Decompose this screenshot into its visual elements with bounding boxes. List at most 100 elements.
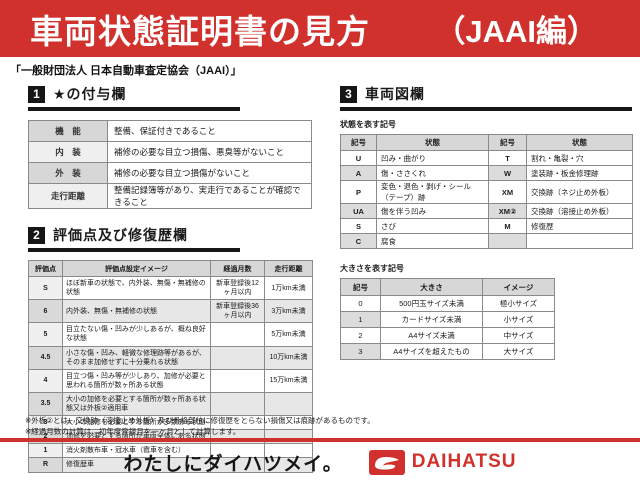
cell: 修復歴 <box>526 218 633 234</box>
cell: 1 <box>340 311 381 328</box>
table-header-row: 記号 大きさ イメージ <box>340 278 555 296</box>
column-header: 経過月数 <box>210 260 265 277</box>
cell: 傷を伴う凹み <box>376 203 489 219</box>
section2-title: 評価点及び修復歴欄 <box>53 227 188 243</box>
column-header: 評価点 <box>28 260 63 277</box>
table-row: 0 500円玉サイズ未満 極小サイズ <box>340 295 555 312</box>
column-header: 大きさ <box>380 278 483 296</box>
table-row: 機 能 整備、保証付きであること <box>28 120 312 142</box>
table-row: S ほぼ新車の状態で、内外装、無傷・無補修の状態 新車登録後12ヶ月以内 1万k… <box>28 275 313 301</box>
table-row: U 凹み・曲がり T 割れ・亀裂・穴 <box>340 150 633 166</box>
column-header: 状態 <box>526 134 633 151</box>
section3-header: 3 車両図欄 <box>340 84 632 111</box>
footnote: ※経過月数の計算は、初年度登録月を一ヶ月として計算します。 <box>25 426 241 436</box>
table-row: 3 大小の加修を必要とする箇所が多数ある状態 <box>28 415 313 431</box>
star-criteria-table: 機 能 整備、保証付きであること 内 装 補修の必要な目立つ損傷、悪臭等がないこ… <box>28 120 312 209</box>
table-row: UA 傷を伴う凹み XM② 交換跡（溶接止め外板） <box>340 203 633 219</box>
cell: 15万km未満 <box>264 368 313 393</box>
section2-header: 2 評価点及び修復歴欄 <box>28 225 240 252</box>
table-row: 4.5 小さな傷・凹み、軽微な修理跡等があるが、そのまま加修せずに十分乗れる状態… <box>28 345 313 370</box>
cell: 腐食 <box>376 233 489 249</box>
cell: A <box>340 165 377 181</box>
cell: W <box>488 165 527 181</box>
criteria-desc: 補修の必要な目立つ損傷、悪臭等がないこと <box>107 141 312 163</box>
section1-header: 1 ★の付与欄 <box>28 84 240 111</box>
section1-number-badge: 1 <box>28 85 45 103</box>
table-row: 5 目立たない傷・凹みが少しあるが、概ね良好な状態 5万km未満 <box>28 322 313 347</box>
brand-name: DAIHATSU <box>411 451 517 472</box>
table-row: A 傷・ささくれ W 塗装跡・板金修理跡 <box>340 165 633 181</box>
cell <box>526 233 633 249</box>
cell: UA <box>340 203 377 219</box>
cell: 5 <box>28 322 63 347</box>
column-header: 評価点設定イメージ <box>62 260 211 277</box>
cell: カードサイズ未満 <box>380 311 483 328</box>
footnote: ※外板②とは、交換跡（溶接止め外板）及び骨格部位に修復歴をとらない損傷又は痕跡が… <box>25 416 375 425</box>
cell: 500円玉サイズ未満 <box>380 295 483 312</box>
cell: 3 <box>340 343 381 360</box>
section1-title: ★の付与欄 <box>53 86 127 102</box>
cell: 中サイズ <box>482 327 555 344</box>
cell: 割れ・亀裂・穴 <box>526 150 633 166</box>
table-row: 4 目立つ傷・凹み等が少しあり、加修が必要と思われる箇所が数ヶ所ある状態 15万… <box>28 368 313 393</box>
cell: 新車登録後12ヶ月以内 <box>210 275 265 301</box>
table-row: S さび M 修復歴 <box>340 218 633 234</box>
cell: 大小の加修を必要とする箇所が数ヶ所ある状態又は外板②適用車 <box>62 391 211 417</box>
right-column: 3 車両図欄 状態を表す記号 記号 状態 記号 状態 U 凹み・曲がり T 割れ… <box>340 84 633 360</box>
cell: 6 <box>28 299 63 324</box>
cell: 3 <box>28 415 63 431</box>
section3-title: 車両図欄 <box>365 86 425 102</box>
cell: C <box>340 233 377 249</box>
cell <box>210 368 265 393</box>
cell: 目立たない傷・凹みが少しあるが、概ね良好な状態 <box>62 322 211 347</box>
cell <box>210 457 265 473</box>
cell: 5万km未満 <box>264 322 313 347</box>
cell: 小サイズ <box>482 311 555 328</box>
cell: 修復歴車 <box>62 457 211 473</box>
cell: 4 <box>28 368 63 393</box>
column-header: 記号 <box>340 134 377 151</box>
cell: 1万km未満 <box>264 275 313 301</box>
page-title: 車両状態証明書の見方 <box>30 12 370 50</box>
table-row: 外 装 補修の必要な目立つ損傷がないこと <box>28 162 312 184</box>
cell: XM <box>488 180 527 204</box>
column-header: 状態 <box>376 134 489 151</box>
criteria-label: 走行距離 <box>28 183 108 209</box>
cell: 3万km未満 <box>264 299 313 324</box>
cell <box>488 233 527 249</box>
cell: T <box>488 150 527 166</box>
table-row: 内 装 補修の必要な目立つ損傷、悪臭等がないこと <box>28 141 312 163</box>
criteria-desc: 整備、保証付きであること <box>107 120 312 142</box>
table-row: 1 消火剤散布車・冠水車（雹車を含む） <box>28 443 313 459</box>
brand-slogan: わたしにダイハツメイ。 <box>123 453 343 475</box>
cell <box>210 391 265 417</box>
cell: 塗装跡・板金修理跡 <box>526 165 633 181</box>
table-header-row: 評価点 評価点設定イメージ 経過月数 走行距離 <box>28 260 313 277</box>
cell: S <box>340 218 377 234</box>
column-header: 記号 <box>340 278 381 296</box>
cell: 10万km未満 <box>264 345 313 370</box>
table-row: 走行距離 整備記録簿等があり、実走行であることが確認できること <box>28 183 312 209</box>
organization-subtitle: 「一般財団法人 日本自動車査定協会（JAAI）」 <box>10 65 242 77</box>
condition-symbols-table: 記号 状態 記号 状態 U 凹み・曲がり T 割れ・亀裂・穴 A 傷・ささくれ … <box>340 134 633 249</box>
cell: 4.5 <box>28 345 63 370</box>
cell <box>210 345 265 370</box>
cell: 0 <box>340 295 381 312</box>
cell: A4サイズ未満 <box>380 327 483 344</box>
cell <box>210 322 265 347</box>
cell: 凹み・曲がり <box>376 150 489 166</box>
cell: さび <box>376 218 489 234</box>
cell: M <box>488 218 527 234</box>
size-symbols-table: 記号 大きさ イメージ 0 500円玉サイズ未満 極小サイズ 1 カードサイズ未… <box>340 278 555 360</box>
criteria-desc: 補修の必要な目立つ損傷がないこと <box>107 162 312 184</box>
cell: 交換跡（溶接止め外板） <box>526 203 633 219</box>
criteria-label: 外 装 <box>28 162 108 184</box>
cell: 大サイズ <box>482 343 555 360</box>
cell: 3.5 <box>28 391 63 417</box>
footnotes: ※外板②とは、交換跡（溶接止め外板）及び骨格部位に修復歴をとらない損傷又は痕跡が… <box>25 416 375 438</box>
column-header: 記号 <box>488 134 527 151</box>
section2-number-badge: 2 <box>28 226 45 244</box>
cell: P <box>340 180 377 204</box>
cell: 傷・ささくれ <box>376 165 489 181</box>
cell <box>264 457 313 473</box>
